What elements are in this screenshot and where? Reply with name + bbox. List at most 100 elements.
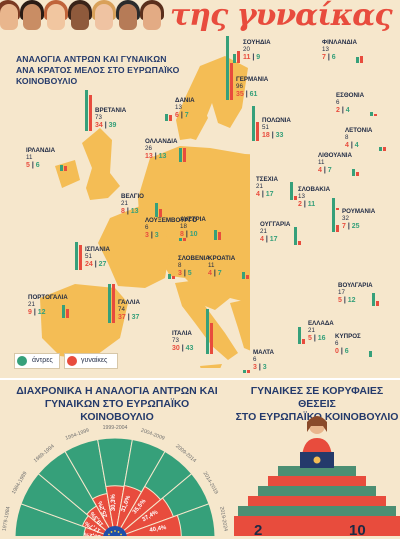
ratio-separator: | <box>325 53 332 61</box>
men-bar <box>332 198 335 210</box>
country-name: ΟΥΓΓΑΡΙΑ <box>260 221 291 228</box>
men-bar <box>179 148 182 162</box>
men-seats-label: 3 <box>154 231 159 239</box>
women-seats-label: 5 <box>26 161 30 169</box>
ratio-separator: | <box>31 308 38 316</box>
women-bar <box>79 244 82 270</box>
women-seats-label: 9 <box>28 308 32 316</box>
country-ratio: 11 | 9 <box>243 54 271 62</box>
men-seats-label: 12 <box>37 308 46 316</box>
country-total-seats: 6 <box>336 98 340 106</box>
country-total-seats: 13 <box>298 192 305 200</box>
country-label: ΣΟΥΗΔΙΑ 20 11 | 9 <box>243 39 271 62</box>
men-bar <box>108 284 111 323</box>
men-seats-label: 4 <box>345 106 350 114</box>
country-name: ΠΟΛΩΝΙΑ <box>262 117 291 124</box>
country-ratio: 13 | 13 <box>145 153 177 161</box>
women-bar <box>89 95 92 131</box>
country-name: ΚΥΠΡΟΣ <box>335 333 361 340</box>
country-name: ΒΟΥΛΓΑΡΙΑ <box>338 282 373 289</box>
country-total-seats: 21 <box>308 326 315 334</box>
women-bar <box>247 369 250 373</box>
men-bar <box>165 113 168 121</box>
country-total-seats: 74 <box>118 305 125 313</box>
country-ratio: 7 | 25 <box>342 223 375 231</box>
country-ratio: 6 | 7 <box>175 112 195 120</box>
women-legend-label: γυναίκες <box>81 357 108 364</box>
map-subtitle: ΑΝΑΛΟΓΙΑ ΑΝΤΡΩΝ ΚΑΙ ΓΥΝΑΙΚΩΝ ΑΝΑ ΚΡΑΤΟΣ … <box>16 54 201 87</box>
country-ratio: 24 | 27 <box>85 261 110 269</box>
men-seats-label: 11 <box>307 200 316 208</box>
country-name: ΜΑΛΤΑ <box>253 349 275 356</box>
women-seats-label: 0 <box>335 347 339 355</box>
men-bar <box>372 293 375 306</box>
country-total-seats: 32 <box>342 214 349 222</box>
men-seats-label: 25 <box>351 222 360 230</box>
men-legend-swatch <box>17 356 27 366</box>
bottom-number-left: 2 <box>254 522 263 539</box>
country-total-seats: 18 <box>180 222 187 230</box>
women-bar <box>356 171 359 176</box>
men-bar <box>226 35 229 100</box>
women-bar <box>374 113 377 116</box>
country-ratio: 5 | 16 <box>308 335 334 343</box>
women-seats-label: 6 <box>175 111 179 119</box>
women-percent-label: 31,0% <box>121 494 133 513</box>
women-bar <box>336 207 339 210</box>
women-seats-label: 30 <box>172 344 180 352</box>
country-name: ΣΛΟΒΕΝΙΑ <box>178 255 210 262</box>
men-seats-label: 43 <box>185 344 194 352</box>
country-label: ΑΥΣΤΡΙΑ 18 8 | 10 <box>180 216 206 239</box>
country-label: ΜΑΛΤΑ 6 3 | 3 <box>253 349 275 371</box>
women-seats-label: 24 <box>85 260 93 268</box>
women-bar <box>218 231 221 240</box>
subtitle-line-3: ΚΟΙΝΟΒΟΥΛΙΟ <box>16 76 78 86</box>
women-bar <box>383 146 386 151</box>
ratio-separator: | <box>345 222 352 230</box>
country-name: ΛΙΘΟΥΑΝΙΑ <box>318 152 352 159</box>
country-total-seats: 51 <box>85 252 92 260</box>
subtitle-line-2: ΑΝΑ ΚΡΑΤΟΣ ΜΕΛΟΣ ΣΤΟ ΕΥΡΩΠΑΪΚΟ <box>16 65 180 75</box>
country-label: ΛΕΤΟΝΙΑ 8 4 | 4 <box>345 127 372 149</box>
country-total-seats: 21 <box>256 182 263 190</box>
women-seats-label: 3 <box>178 269 182 277</box>
country-total-seats: 6 <box>145 223 149 231</box>
country-label: ΒΟΥΛΓΑΡΙΑ 17 5 | 12 <box>338 282 373 304</box>
men-seats-label: 39 <box>108 121 117 129</box>
country-name: ΕΣΘΟΝΙΑ <box>336 92 365 99</box>
country-name: ΕΛΛΑΔΑ <box>308 320 334 327</box>
country-label: ΔΑΝΙΑ 13 6 | 7 <box>175 97 195 120</box>
country-total-seats: 11 <box>318 158 325 166</box>
country-name: ΓΕΡΜΑΝΙΑ <box>236 76 269 83</box>
country-label: ΠΟΛΩΝΙΑ 51 18 | 33 <box>262 117 291 140</box>
men-seats-label: 9 <box>256 53 261 61</box>
men-bar <box>298 327 301 344</box>
country-total-seats: 13 <box>175 103 182 111</box>
men-bar <box>332 205 335 232</box>
ratio-separator: | <box>178 111 185 119</box>
eu-star-icon <box>114 530 116 532</box>
top-positions-title-line-1: ΓΥΝΑΙΚΕΣ ΣΕ ΚΟΡΥΦΑΙΕΣ ΘΕΣΕΙΣ <box>250 385 384 410</box>
men-seats-label: 13 <box>130 207 139 215</box>
country-ratio: 2 | 4 <box>336 107 364 115</box>
country-total-seats: 6 <box>253 355 257 363</box>
country-ratio: 3 | 3 <box>145 232 197 240</box>
country-name: ΔΑΝΙΑ <box>175 97 195 104</box>
ratio-separator: | <box>181 269 188 277</box>
country-name: ΒΡΕΤΑΝΙΑ <box>95 107 127 114</box>
women-legend-swatch <box>67 356 77 366</box>
country-total-seats: 6 <box>335 339 339 347</box>
men-bar <box>243 369 246 373</box>
europe-map <box>40 56 250 368</box>
country-total-seats: 21 <box>28 300 35 308</box>
country-ratio: 18 | 33 <box>262 132 291 140</box>
country-name: ΠΟΡΤΟΓΑΛΙΑ <box>28 294 68 301</box>
men-seats-label: 6 <box>331 53 336 61</box>
women-seats-label: 18 <box>262 131 270 139</box>
country-label: ΒΡΕΤΑΝΙΑ 73 34 | 39 <box>95 107 127 129</box>
country-total-seats: 8 <box>345 133 349 141</box>
country-ratio: 8 | 10 <box>180 231 206 239</box>
ratio-separator: | <box>321 166 328 174</box>
ratio-separator: | <box>339 106 346 114</box>
men-seats-label: 6 <box>35 161 40 169</box>
